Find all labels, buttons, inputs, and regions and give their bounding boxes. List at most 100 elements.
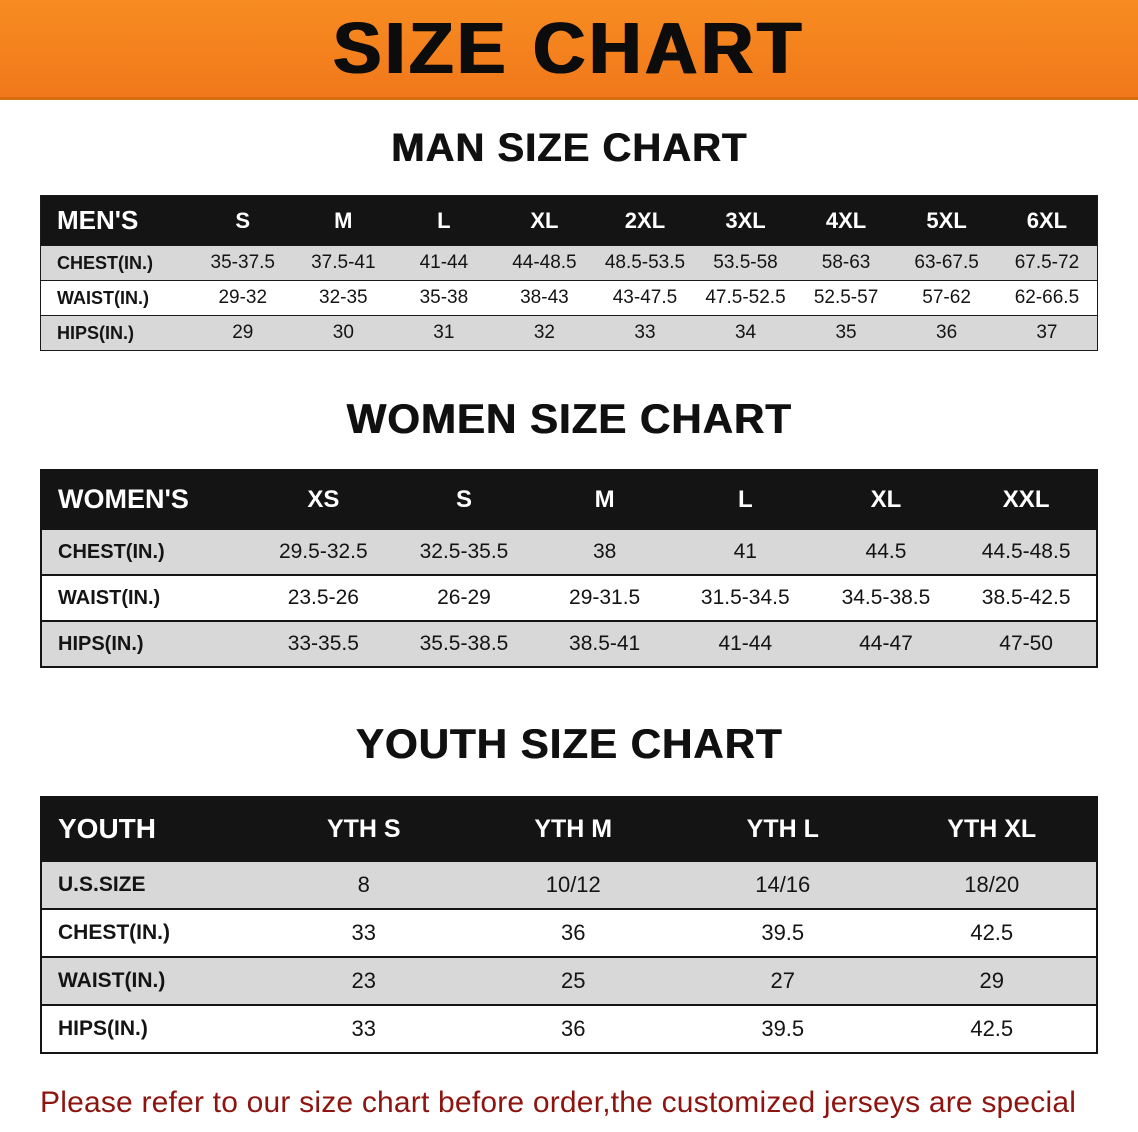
table-row: CHEST(IN.) 29.5-32.5 32.5-35.5 38 41 44.5 44.5… bbox=[41, 528, 1097, 575]
table-title-cell: YOUTH bbox=[41, 797, 259, 861]
size-value-cell: 35 bbox=[795, 315, 897, 351]
size-value-cell: 25 bbox=[468, 956, 678, 1005]
measurement-label-cell: HIPS(IN.) bbox=[41, 620, 253, 667]
measurement-label-cell: CHEST(IN.) bbox=[41, 908, 259, 957]
footer-line-1: Please refer to our size chart before or… bbox=[40, 1086, 1077, 1119]
size-value-cell: 34.5-38.5 bbox=[815, 574, 957, 621]
men-section-heading: MAN SIZE CHART bbox=[390, 126, 748, 170]
size-value-cell: 39.5 bbox=[678, 908, 888, 957]
size-value-cell: 57-62 bbox=[896, 280, 997, 316]
size-column-header: XL bbox=[494, 195, 595, 246]
size-column-header: M bbox=[293, 195, 394, 246]
table-row: CHEST(IN.) 35-37.5 37.5-41 41-44 44-48.5 48.5… bbox=[40, 245, 1098, 281]
measurement-label-cell: U.S.SIZE bbox=[41, 860, 259, 909]
size-value-cell: 47.5-52.5 bbox=[695, 280, 796, 316]
size-value-cell: 44-47 bbox=[815, 620, 957, 667]
table-header-row: YOUTH YTH S YTH M YTH L YTH XL bbox=[41, 797, 1097, 861]
size-value-cell: 33 bbox=[594, 315, 696, 351]
size-value-cell: 43-47.5 bbox=[594, 280, 696, 316]
size-value-cell: 33-35.5 bbox=[253, 620, 394, 667]
measurement-label-cell: CHEST(IN.) bbox=[41, 528, 253, 575]
table-header-row: MEN'S S M L XL 2XL 3XL 4XL 5XL 6XL bbox=[40, 195, 1098, 246]
size-value-cell: 32 bbox=[494, 315, 595, 351]
table-row: WAIST(IN.) 23.5-26 26-29 29-31.5 31.5-34.5 34… bbox=[41, 574, 1097, 621]
size-value-cell: 41 bbox=[674, 528, 816, 575]
table-header-row: WOMEN'S XS S M L XL XXL bbox=[41, 470, 1097, 529]
size-value-cell: 42.5 bbox=[887, 908, 1097, 957]
size-value-cell: 38.5-41 bbox=[534, 620, 675, 667]
size-column-header: L bbox=[674, 470, 816, 529]
size-column-header: 6XL bbox=[996, 195, 1098, 246]
size-value-cell: 23.5-26 bbox=[253, 574, 394, 621]
size-value-cell: 38-43 bbox=[494, 280, 595, 316]
table-row: CHEST(IN.) 33 36 39.5 42.5 bbox=[41, 908, 1097, 957]
table-row: WAIST(IN.) 29-32 32-35 35-38 38-43 43-47.5 47.… bbox=[40, 280, 1098, 316]
footer-note: Please refer to our size chart before or… bbox=[40, 1080, 1100, 1132]
size-value-cell: 35-37.5 bbox=[192, 245, 294, 281]
measurement-label-cell: CHEST(IN.) bbox=[40, 245, 193, 281]
table-title-cell: MEN'S bbox=[40, 195, 193, 246]
size-column-header: YTH S bbox=[259, 797, 469, 861]
measurement-label-cell: HIPS(IN.) bbox=[41, 1004, 259, 1053]
size-value-cell: 52.5-57 bbox=[795, 280, 897, 316]
women-section-heading: WOMEN SIZE CHART bbox=[346, 395, 792, 442]
measurement-label-cell: HIPS(IN.) bbox=[40, 315, 193, 351]
size-column-header: XXL bbox=[956, 470, 1097, 529]
size-value-cell: 36 bbox=[468, 908, 678, 957]
size-value-cell: 47-50 bbox=[956, 620, 1097, 667]
size-column-header: M bbox=[534, 470, 675, 529]
size-value-cell: 33 bbox=[259, 908, 469, 957]
size-column-header: YTH M bbox=[468, 797, 678, 861]
size-value-cell: 14/16 bbox=[678, 860, 888, 909]
table-title-cell: WOMEN'S bbox=[41, 470, 253, 529]
table-row: HIPS(IN.) 33 36 39.5 42.5 bbox=[41, 1004, 1097, 1053]
size-column-header: XL bbox=[815, 470, 957, 529]
measurement-label-cell: WAIST(IN.) bbox=[41, 574, 253, 621]
table-row: U.S.SIZE 8 10/12 14/16 18/20 bbox=[41, 860, 1097, 909]
size-column-header: S bbox=[192, 195, 294, 246]
size-value-cell: 53.5-58 bbox=[695, 245, 796, 281]
youth-size-table: YOUTH YTH S YTH M YTH L YTH XL U.S.SIZE 8 10/12… bbox=[40, 796, 1098, 1054]
size-column-header: XS bbox=[253, 470, 394, 529]
size-column-header: 4XL bbox=[795, 195, 897, 246]
size-value-cell: 31.5-34.5 bbox=[674, 574, 816, 621]
table-row: WAIST(IN.) 23 25 27 29 bbox=[41, 956, 1097, 1005]
size-value-cell: 41-44 bbox=[393, 245, 495, 281]
size-value-cell: 29 bbox=[192, 315, 294, 351]
size-value-cell: 48.5-53.5 bbox=[594, 245, 696, 281]
size-value-cell: 33 bbox=[259, 1004, 469, 1053]
size-value-cell: 32-35 bbox=[293, 280, 394, 316]
size-chart-banner: SIZE CHART bbox=[0, 0, 1138, 100]
youth-section-heading: YOUTH SIZE CHART bbox=[355, 720, 783, 767]
size-column-header: L bbox=[393, 195, 495, 246]
size-value-cell: 31 bbox=[393, 315, 495, 351]
size-value-cell: 30 bbox=[293, 315, 394, 351]
size-value-cell: 32.5-35.5 bbox=[393, 528, 535, 575]
size-value-cell: 37.5-41 bbox=[293, 245, 394, 281]
measurement-label-cell: WAIST(IN.) bbox=[40, 280, 193, 316]
size-value-cell: 8 bbox=[259, 860, 469, 909]
size-value-cell: 38.5-42.5 bbox=[956, 574, 1097, 621]
size-value-cell: 44.5 bbox=[815, 528, 957, 575]
size-column-header: YTH L bbox=[678, 797, 888, 861]
size-value-cell: 37 bbox=[996, 315, 1098, 351]
size-value-cell: 58-63 bbox=[795, 245, 897, 281]
size-value-cell: 44-48.5 bbox=[494, 245, 595, 281]
size-value-cell: 29.5-32.5 bbox=[253, 528, 394, 575]
size-column-header: YTH XL bbox=[887, 797, 1097, 861]
size-value-cell: 35-38 bbox=[393, 280, 495, 316]
size-value-cell: 23 bbox=[259, 956, 469, 1005]
size-value-cell: 63-67.5 bbox=[896, 245, 997, 281]
size-value-cell: 18/20 bbox=[887, 860, 1097, 909]
size-value-cell: 29-31.5 bbox=[534, 574, 675, 621]
size-value-cell: 38 bbox=[534, 528, 675, 575]
table-row: HIPS(IN.) 29 30 31 32 33 34 35 36 37 bbox=[40, 315, 1098, 351]
size-value-cell: 26-29 bbox=[393, 574, 535, 621]
women-size-table: WOMEN'S XS S M L XL XXL CHEST(IN.) 29.5-32.5 32.5… bbox=[40, 469, 1098, 668]
size-value-cell: 42.5 bbox=[887, 1004, 1097, 1053]
size-column-header: 3XL bbox=[695, 195, 796, 246]
size-value-cell: 44.5-48.5 bbox=[956, 528, 1097, 575]
size-value-cell: 41-44 bbox=[674, 620, 816, 667]
size-value-cell: 10/12 bbox=[468, 860, 678, 909]
size-value-cell: 36 bbox=[468, 1004, 678, 1053]
